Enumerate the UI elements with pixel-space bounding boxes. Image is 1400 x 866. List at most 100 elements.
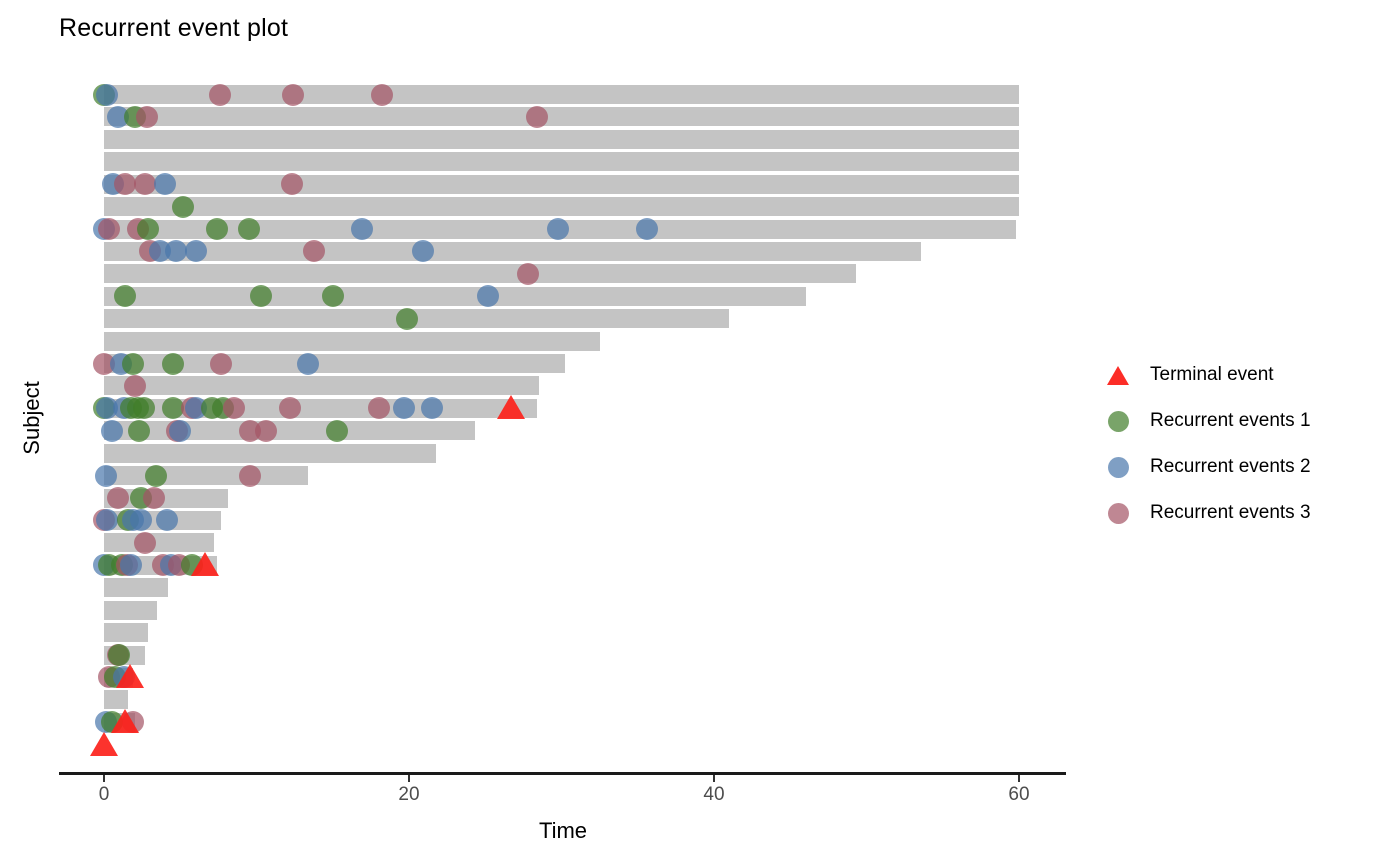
event-dot-recurrent-2: [164, 240, 187, 263]
event-dot-recurrent-3: [516, 262, 539, 285]
event-dot-recurrent-2: [94, 464, 117, 487]
terminal-event-marker: [497, 395, 526, 420]
event-dot-recurrent-2: [129, 509, 152, 532]
event-dot-recurrent-1: [237, 218, 260, 241]
x-axis-title: Time: [538, 818, 588, 843]
event-dot-recurrent-2: [184, 397, 207, 420]
event-dot-recurrent-1: [321, 285, 344, 308]
event-dot-recurrent-1: [396, 307, 419, 330]
subject-bar: [104, 129, 1019, 149]
recurrent-events-3-circle-icon: [1107, 502, 1129, 524]
subject-bar: [104, 197, 1019, 217]
subject-bar: [104, 533, 214, 553]
chart-title: Recurrent event plot: [59, 14, 289, 42]
x-tick-mark: [1018, 775, 1020, 782]
event-dot-recurrent-3: [370, 83, 393, 106]
event-dot-recurrent-1: [121, 352, 144, 375]
x-tick-mark: [713, 775, 715, 782]
event-dot-recurrent-1: [161, 352, 184, 375]
legend-label: Terminal event: [1150, 364, 1274, 385]
event-dot-recurrent-3: [222, 397, 245, 420]
terminal-event-triangle-icon: [1107, 365, 1129, 385]
event-dot-recurrent-1: [114, 285, 137, 308]
subject-bar: [104, 376, 539, 396]
recurrent-events-1-circle-icon: [1107, 410, 1129, 432]
event-dot-recurrent-2: [184, 240, 207, 263]
event-dot-recurrent-2: [100, 419, 123, 442]
event-dot-recurrent-2: [411, 240, 434, 263]
event-dot-recurrent-3: [367, 397, 390, 420]
event-dot-recurrent-2: [96, 83, 119, 106]
event-dot-recurrent-1: [108, 644, 131, 666]
event-dot-recurrent-2: [547, 218, 570, 241]
event-dot-recurrent-3: [123, 374, 146, 397]
subject-bar: [104, 152, 1019, 172]
terminal-event-marker: [190, 552, 219, 577]
event-dot-recurrent-1: [172, 195, 195, 218]
event-dot-recurrent-2: [120, 554, 143, 577]
event-dot-recurrent-1: [250, 285, 273, 308]
event-dot-recurrent-3: [143, 487, 166, 510]
subject-bar: [104, 174, 1019, 194]
subject-bar: [104, 600, 158, 620]
event-dot-recurrent-2: [154, 173, 176, 196]
subject-bar: [104, 623, 149, 643]
legend-label: Recurrent events 1: [1150, 410, 1311, 431]
event-dot-recurrent-2: [420, 397, 443, 420]
event-dot-recurrent-1: [326, 419, 349, 442]
subject-bar: [104, 241, 922, 261]
terminal-event-marker: [111, 709, 140, 734]
subject-bar: [104, 107, 1019, 127]
legend-item-terminal-event: Terminal event: [1100, 352, 1311, 398]
event-dot-recurrent-3: [97, 218, 120, 241]
subject-bar: [104, 690, 129, 710]
legend-label: Recurrent events 3: [1150, 502, 1311, 523]
event-dot-recurrent-3: [239, 464, 262, 487]
legend-label: Recurrent events 2: [1150, 456, 1311, 477]
terminal-event-marker: [115, 664, 144, 689]
event-dot-recurrent-2: [477, 285, 500, 308]
event-dot-recurrent-3: [135, 105, 158, 128]
event-dot-recurrent-1: [132, 397, 155, 420]
event-dot-recurrent-2: [635, 218, 658, 241]
x-tick-mark: [103, 775, 105, 782]
event-dot-recurrent-2: [96, 509, 119, 532]
event-dot-recurrent-3: [134, 173, 157, 196]
event-dot-recurrent-3: [282, 83, 305, 106]
subject-bar: [104, 264, 856, 284]
legend-item-recurrent-events-3: Recurrent events 3: [1100, 490, 1311, 536]
event-dot-recurrent-2: [393, 397, 416, 420]
legend: Terminal event Recurrent events 1 Recurr…: [1100, 352, 1311, 536]
legend-item-recurrent-events-2: Recurrent events 2: [1100, 444, 1311, 490]
event-dot-recurrent-3: [106, 487, 129, 510]
event-dot-recurrent-2: [106, 105, 129, 128]
event-dot-recurrent-3: [93, 352, 115, 375]
plot-area: [90, 83, 1019, 756]
event-dot-recurrent-2: [297, 352, 320, 375]
event-dot-recurrent-2: [96, 397, 119, 420]
event-dot-recurrent-1: [161, 397, 184, 420]
event-dot-recurrent-2: [350, 218, 373, 241]
event-dot-recurrent-1: [128, 419, 151, 442]
legend-item-recurrent-events-1: Recurrent events 1: [1100, 398, 1311, 444]
x-tick-mark: [408, 775, 410, 782]
terminal-event-marker: [90, 731, 118, 756]
subject-bar: [104, 286, 806, 306]
subject-bar: [104, 578, 169, 598]
event-dot-recurrent-1: [144, 464, 167, 487]
event-dot-recurrent-3: [208, 83, 231, 106]
x-tick-label: 20: [398, 784, 420, 805]
event-dot-recurrent-3: [279, 397, 302, 420]
event-dot-recurrent-3: [134, 531, 157, 554]
event-dot-recurrent-3: [210, 352, 233, 375]
x-tick-label: 0: [98, 784, 110, 805]
event-dot-recurrent-2: [155, 509, 178, 532]
subject-bar: [104, 421, 475, 441]
x-tick-label: 40: [703, 784, 725, 805]
event-dot-recurrent-3: [254, 419, 277, 442]
subject-bar: [104, 466, 309, 486]
event-dot-recurrent-2: [169, 419, 192, 442]
event-dot-recurrent-3: [280, 173, 303, 196]
subject-bar: [104, 443, 437, 463]
